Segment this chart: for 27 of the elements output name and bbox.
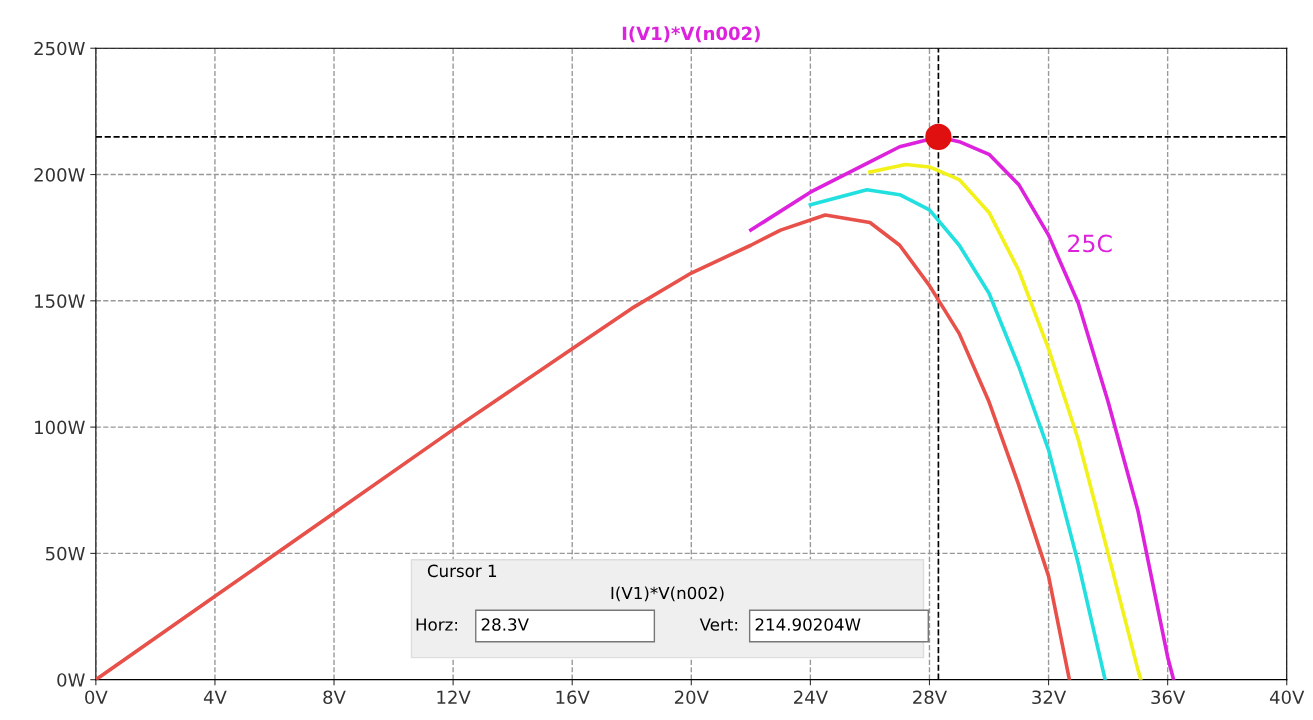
x-tick-label: 40V <box>1269 690 1305 705</box>
x-tick-label: 24V <box>794 690 828 704</box>
x-tick-label: 0V <box>85 690 108 705</box>
x-tick-label: 20V <box>674 690 709 705</box>
line-series <box>868 162 1143 680</box>
annotation: I(V1)*V(n002) <box>611 586 724 602</box>
chart-title: I(V1)*V(n002) <box>622 26 760 43</box>
x-tick-label: 36V <box>1151 690 1186 705</box>
x-tick-label: 12V <box>437 690 471 704</box>
x-tick-label: 4V <box>203 690 227 704</box>
y-tick-label: 150W <box>35 294 85 308</box>
x-tick-label: 16V <box>556 690 590 705</box>
annotation: 214.90204W <box>755 618 861 631</box>
y-tick-label: 100W <box>35 420 85 435</box>
y-tick-label: 200W <box>34 167 85 182</box>
x-tick-label: 32V <box>1032 690 1067 705</box>
annotation: Cursor 1 <box>427 564 497 578</box>
y-tick-label: 250W <box>34 41 85 56</box>
annotation: Horz: <box>416 618 458 631</box>
line-series <box>749 135 1176 680</box>
y-tick-label: 50W <box>46 546 85 561</box>
y-tick-label: 0W <box>57 673 85 687</box>
annotation: 28.3V <box>481 618 529 631</box>
series-label: 25C <box>1068 234 1112 253</box>
annotation: Vert: <box>699 618 738 631</box>
x-tick-label: 8V <box>323 690 346 705</box>
x-tick-label: 28V <box>913 690 947 705</box>
